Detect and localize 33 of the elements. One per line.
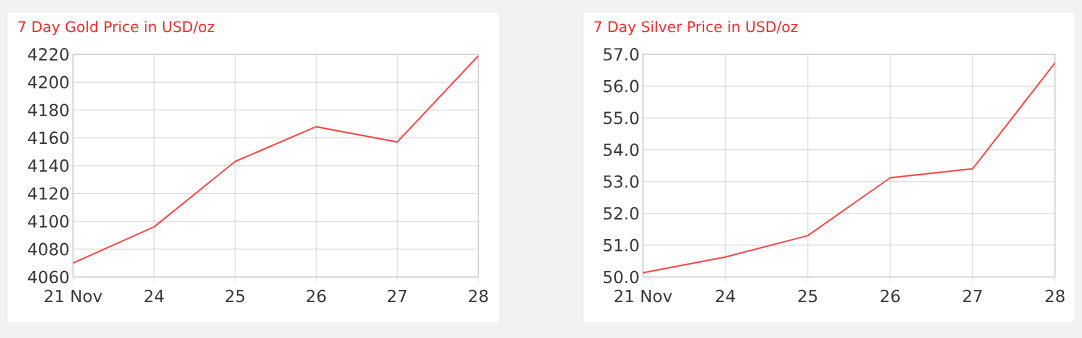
line-series bbox=[643, 62, 1055, 274]
y-tick-label: 52.0 bbox=[603, 207, 639, 220]
x-tick-label: 26 bbox=[880, 289, 900, 303]
x-tick-label: 21 Nov bbox=[44, 289, 103, 303]
x-tick-label: 27 bbox=[387, 289, 407, 303]
y-tick-label: 51.0 bbox=[603, 238, 639, 252]
y-tick-label: 4180 bbox=[28, 103, 69, 117]
y-tick-label: 55.0 bbox=[603, 111, 639, 125]
y-tick-label: 4140 bbox=[28, 159, 69, 172]
x-tick-label: 27 bbox=[963, 289, 982, 303]
y-tick-label: 4100 bbox=[28, 215, 69, 228]
y-tick-label: 4060 bbox=[28, 270, 69, 284]
y-tick-label: 4120 bbox=[28, 187, 69, 200]
y-tick-label: 4080 bbox=[28, 242, 69, 256]
x-tick-label: 28 bbox=[1045, 289, 1065, 303]
chart-title: 7 Day Silver Price in USD/oz bbox=[594, 20, 798, 36]
y-tick-label: 4160 bbox=[28, 131, 69, 145]
x-tick-label: 24 bbox=[716, 289, 736, 303]
x-tick-label: 24 bbox=[144, 289, 164, 303]
x-tick-label: 25 bbox=[225, 289, 245, 303]
y-tick-label: 53.0 bbox=[603, 175, 639, 188]
y-tick-label: 50.0 bbox=[603, 270, 639, 284]
x-tick-label: 26 bbox=[306, 289, 326, 303]
y-tick-label: 54.0 bbox=[603, 143, 639, 157]
y-tick-label: 4200 bbox=[28, 75, 69, 89]
x-tick-label: 25 bbox=[798, 289, 817, 303]
y-tick-label: 56.0 bbox=[603, 79, 639, 93]
y-tick-label: 4220 bbox=[28, 48, 69, 61]
x-tick-label: 28 bbox=[468, 289, 488, 303]
y-tick-label: 57.0 bbox=[603, 48, 639, 61]
line-series bbox=[73, 54, 479, 264]
chart-title: 7 Day Gold Price in USD/oz bbox=[18, 20, 215, 36]
x-tick-label: 21 Nov bbox=[614, 289, 672, 303]
